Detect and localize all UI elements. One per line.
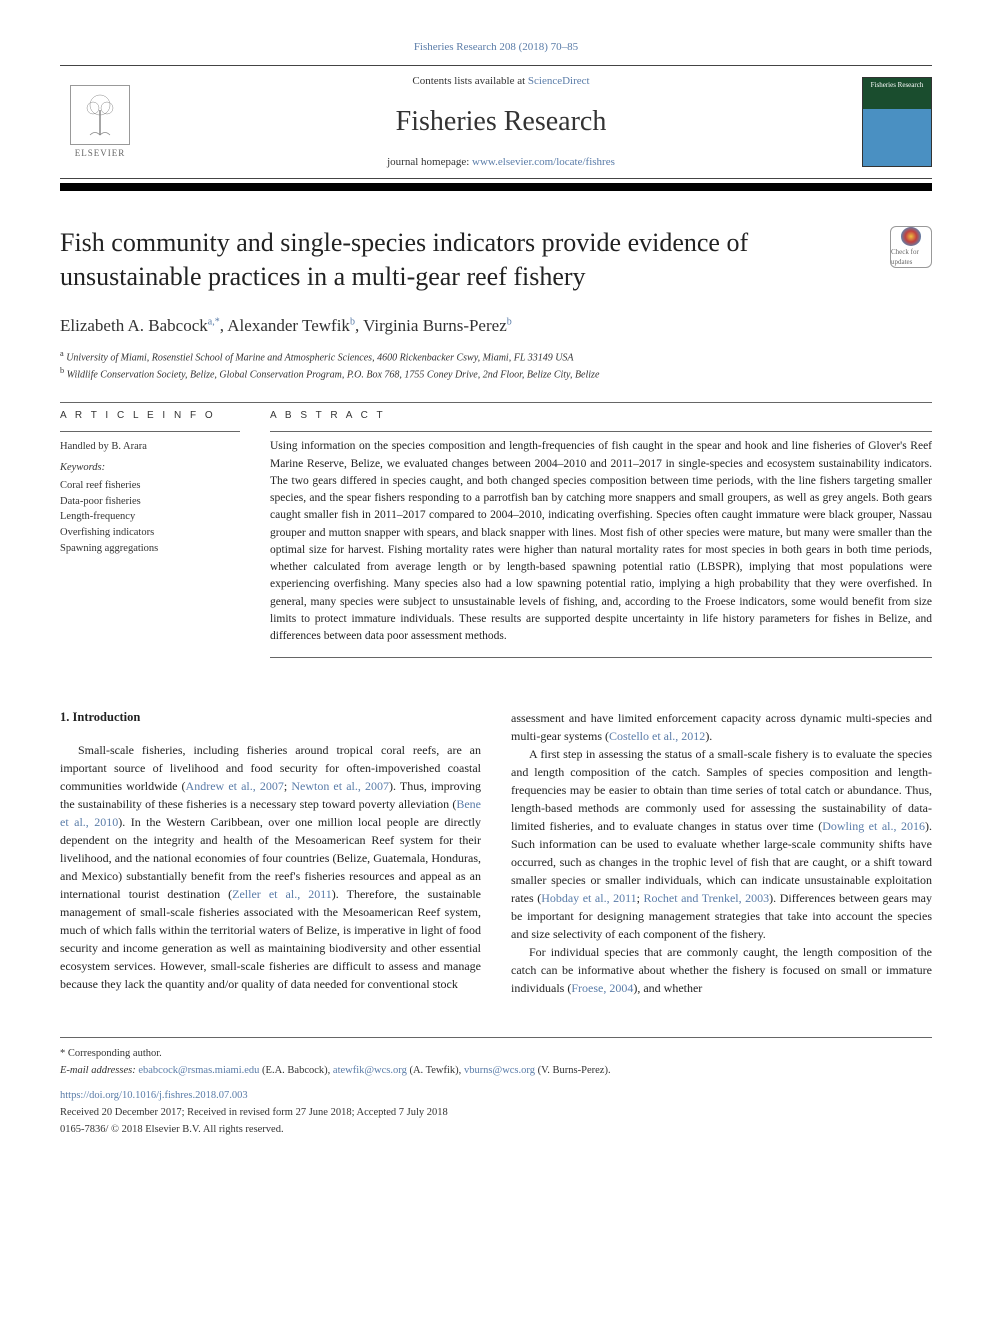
citation[interactable]: Froese, 2004 [571,981,633,995]
elsevier-text: ELSEVIER [75,147,126,160]
abstract-heading: A B S T R A C T [270,409,932,423]
citation[interactable]: Dowling et al., 2016 [822,819,925,833]
received-dates: Received 20 December 2017; Received in r… [60,1105,932,1122]
citation[interactable]: Zeller et al., 2011 [232,887,332,901]
keyword: Length-frequency [60,509,240,525]
citation[interactable]: Andrew et al., 2007 [186,779,284,793]
journal-name: Fisheries Research [140,102,862,141]
elsevier-logo: ELSEVIER [60,77,140,167]
journal-homepage: journal homepage: www.elsevier.com/locat… [140,155,862,170]
homepage-link[interactable]: www.elsevier.com/locate/fishres [472,156,615,168]
corresponding-author: * Corresponding author. [60,1046,932,1063]
journal-cover-thumbnail: Fisheries Research [862,77,932,167]
citation[interactable]: Rochet and Trenkel, 2003 [644,891,770,905]
keywords-label: Keywords: [60,461,240,476]
email-addresses: E-mail addresses: ebabcock@rsmas.miami.e… [60,1063,932,1080]
column-right: assessment and have limited enforcement … [511,709,932,997]
doi-link[interactable]: https://doi.org/10.1016/j.fishres.2018.0… [60,1088,932,1105]
top-citation: Fisheries Research 208 (2018) 70–85 [60,40,932,55]
issn-copyright: 0165-7836/ © 2018 Elsevier B.V. All righ… [60,1122,932,1139]
email-link[interactable]: ebabcock@rsmas.miami.edu [138,1065,259,1076]
email-link[interactable]: vburns@wcs.org [464,1065,535,1076]
email-link[interactable]: atewfik@wcs.org [333,1065,407,1076]
crossmark-badge[interactable]: Check for updates [890,226,932,268]
body-text: 1. Introduction Small-scale fisheries, i… [60,709,932,997]
affiliations: a University of Miami, Rosenstiel School… [60,348,932,383]
sciencedirect-link[interactable]: ScienceDirect [528,75,590,87]
citation[interactable]: Costello et al., 2012 [609,729,705,743]
keyword: Coral reef fisheries [60,478,240,494]
journal-header: ELSEVIER Contents lists available at Sci… [60,65,932,179]
article-title: Fish community and single-species indica… [60,226,890,294]
abstract-text: Using information on the species composi… [270,438,932,645]
citation[interactable]: Hobday et al., 2011 [541,891,636,905]
contents-line: Contents lists available at ScienceDirec… [140,74,862,89]
citation[interactable]: Newton et al., 2007 [291,779,389,793]
keyword: Spawning aggregations [60,541,240,557]
column-left: 1. Introduction Small-scale fisheries, i… [60,709,481,997]
elsevier-tree-icon [70,85,130,145]
article-info: A R T I C L E I N F O Handled by B. Arar… [60,409,240,664]
authors: Elizabeth A. Babcocka,*, Alexander Tewfi… [60,314,932,338]
abstract: A B S T R A C T Using information on the… [270,409,932,664]
info-heading: A R T I C L E I N F O [60,409,240,423]
section-heading: 1. Introduction [60,709,481,727]
keyword: Data-poor fisheries [60,494,240,510]
crossmark-icon [901,227,921,245]
header-rule [60,183,932,191]
handled-by: Handled by B. Arara [60,440,240,455]
keyword: Overfishing indicators [60,525,240,541]
divider [60,402,932,403]
footer: * Corresponding author. E-mail addresses… [60,1037,932,1138]
